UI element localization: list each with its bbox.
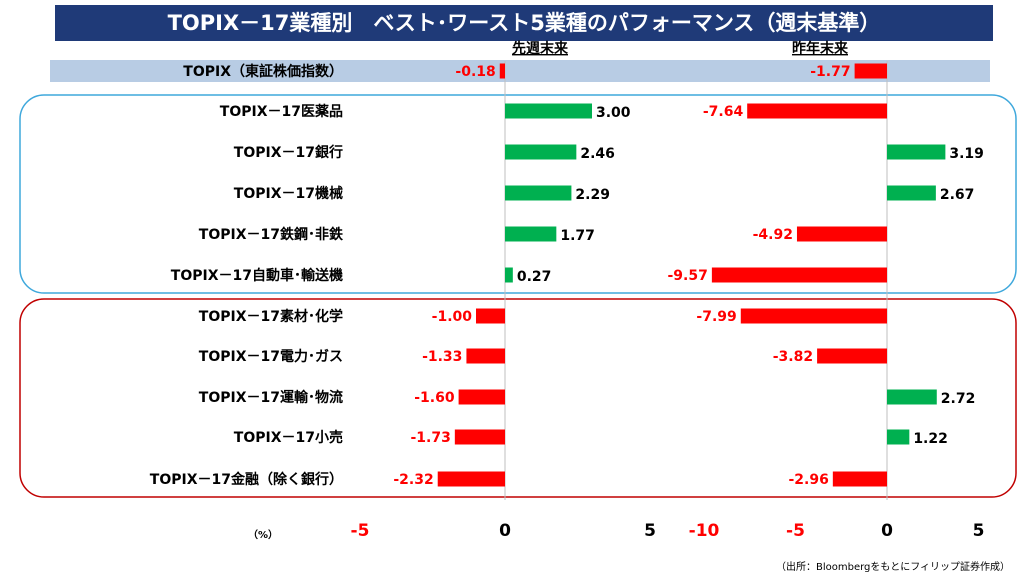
data-label: 1.22 [913,431,948,447]
data-label: -7.64 [703,104,744,120]
bar [437,471,505,487]
bar [740,308,887,324]
data-label: 0.27 [517,269,552,285]
bar [505,226,557,242]
category-label: TOPIX－17小売 [234,429,343,446]
bar [505,185,572,201]
data-label: -7.99 [696,309,736,325]
best5-frame [19,94,1017,294]
data-label: 2.46 [580,146,615,162]
tick-label: 0 [499,521,511,541]
category-label: TOPIX－17素材･化学 [199,308,343,325]
category-label: TOPIX－17鉄鋼･非鉄 [199,226,344,243]
category-label: TOPIX－17運輸･物流 [199,389,343,406]
data-label: -2.32 [393,472,433,488]
data-label: 2.29 [575,187,610,203]
bar [832,471,887,487]
bar [476,308,505,324]
tick-label: -5 [351,521,370,541]
tick-label: 0 [881,521,893,541]
data-label: -0.18 [455,64,495,80]
data-label: 1.77 [560,228,595,244]
category-label: TOPIX－17医薬品 [220,103,343,120]
category-label: TOPIX－17電力･ガス [199,348,343,365]
bar [887,185,936,201]
bar [817,348,887,364]
data-label: -1.77 [810,64,850,80]
data-label: -1.60 [414,390,455,406]
tick-label: -10 [689,521,720,541]
bar [505,144,577,160]
data-label: -9.57 [668,268,708,284]
category-label: TOPIX－17金融（除く銀行） [150,471,343,488]
bar [711,267,887,283]
data-label: -1.73 [410,430,450,446]
data-label: -1.33 [422,349,462,365]
data-label: -2.96 [788,472,828,488]
bar [796,226,887,242]
category-label: TOPIX（東証株価指数） [183,63,343,80]
data-label: 2.72 [941,391,976,407]
tick-label: -5 [786,521,805,541]
bar [499,63,505,79]
topix-band [50,60,990,82]
bar [747,103,887,119]
category-label: TOPIX－17銀行 [234,144,343,161]
bar [466,348,505,364]
bar [887,429,910,445]
bar [887,144,946,160]
bar [887,389,937,405]
bar [854,63,887,79]
data-label: 3.00 [596,105,631,121]
data-label: -3.82 [773,349,813,365]
category-label: TOPIX－17機械 [234,185,343,202]
unit-label: （%） [248,530,279,541]
page-title: TOPIX－17業種別 ベスト･ワースト5業種のパフォーマンス（週末基準） [167,11,881,35]
source-note: （出所：Bloombergをもとにフィリップ証券作成） [776,562,1010,573]
panel-title: 昨年末来 [792,40,849,57]
bar [505,267,513,283]
title-bar: TOPIX－17業種別 ベスト･ワースト5業種のパフォーマンス（週末基準） [55,5,993,41]
bar [458,389,505,405]
data-label: -4.92 [753,227,793,243]
bar [505,103,592,119]
category-label: TOPIX－17自動車･輸送機 [171,267,343,284]
data-label: 2.67 [940,187,975,203]
tick-label: 5 [973,521,985,541]
worst5-frame [19,298,1017,498]
panel-title: 先週末来 [512,40,569,57]
data-label: -1.00 [432,309,473,325]
bar [454,429,505,445]
data-label: 3.19 [949,146,984,162]
tick-label: 5 [644,521,656,541]
